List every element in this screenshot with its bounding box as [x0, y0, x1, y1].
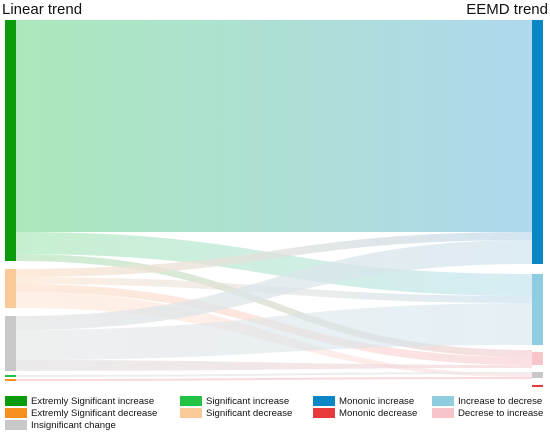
legend-item: Mononic decrease [313, 407, 417, 419]
legend-swatch [5, 420, 27, 430]
left-axis-title: Linear trend [2, 1, 83, 18]
legend: Extremly Significant increase Significan… [0, 394, 550, 433]
flow-sd-to-mi [16, 232, 532, 277]
left-node-extremly-significant-increase [5, 20, 16, 261]
legend-swatch [432, 396, 454, 406]
legend-item: Significant decrease [180, 407, 292, 419]
legend-swatch [313, 408, 335, 418]
legend-item: Significant increase [180, 395, 289, 407]
legend-label: Extremly Significant increase [31, 395, 155, 407]
legend-swatch [432, 408, 454, 418]
flow-esi-to-itd [16, 232, 532, 296]
legend-item: Mononic increase [313, 395, 414, 407]
left-node-significant-increase [5, 375, 16, 377]
flow-small-1 [16, 372, 532, 377]
legend-swatch [5, 408, 27, 418]
flow-ic-to-mi [16, 240, 532, 330]
legend-label: Significant increase [206, 395, 290, 407]
legend-item: Insignificant change [5, 419, 116, 431]
legend-item: Extremly Significant decrease [5, 407, 157, 419]
right-node-increase-to-decrese [532, 274, 543, 345]
legend-item: Increase to decrese [432, 395, 542, 407]
legend-item: Extremly Significant increase [5, 395, 154, 407]
legend-swatch [180, 396, 202, 406]
legend-item: Decrese to increase [432, 407, 543, 419]
flow-esi-to-mi [16, 20, 532, 232]
right-node-mononic-increase [532, 20, 543, 264]
legend-label: Increase to decrese [458, 395, 543, 407]
right-node-mononic-decrease [532, 385, 543, 387]
legend-label: Mononic decrease [339, 407, 418, 419]
legend-label: Decrese to increase [458, 407, 544, 419]
right-node-decrese-to-increase [532, 352, 543, 365]
legend-label: Mononic increase [339, 395, 415, 407]
legend-label: Insignificant change [31, 419, 116, 431]
right-axis-title: EEMD trend [466, 1, 548, 18]
legend-swatch [313, 396, 335, 406]
right-node-insignificant [532, 372, 543, 378]
legend-label: Significant decrease [206, 407, 293, 419]
legend-label: Extremly Significant decrease [31, 407, 158, 419]
flow-esi-to-dti [16, 254, 532, 357]
flow-small-2 [16, 377, 532, 381]
left-node-extremly-significant-decrease [5, 379, 16, 381]
legend-swatch [180, 408, 202, 418]
left-node-insignificant-change [5, 316, 16, 371]
left-node-significant-decrease [5, 269, 16, 308]
flow-ic-to-dti [16, 360, 532, 371]
legend-swatch [5, 396, 27, 406]
sankey-diagram [5, 20, 543, 387]
flow-ic-to-itd [16, 303, 532, 360]
